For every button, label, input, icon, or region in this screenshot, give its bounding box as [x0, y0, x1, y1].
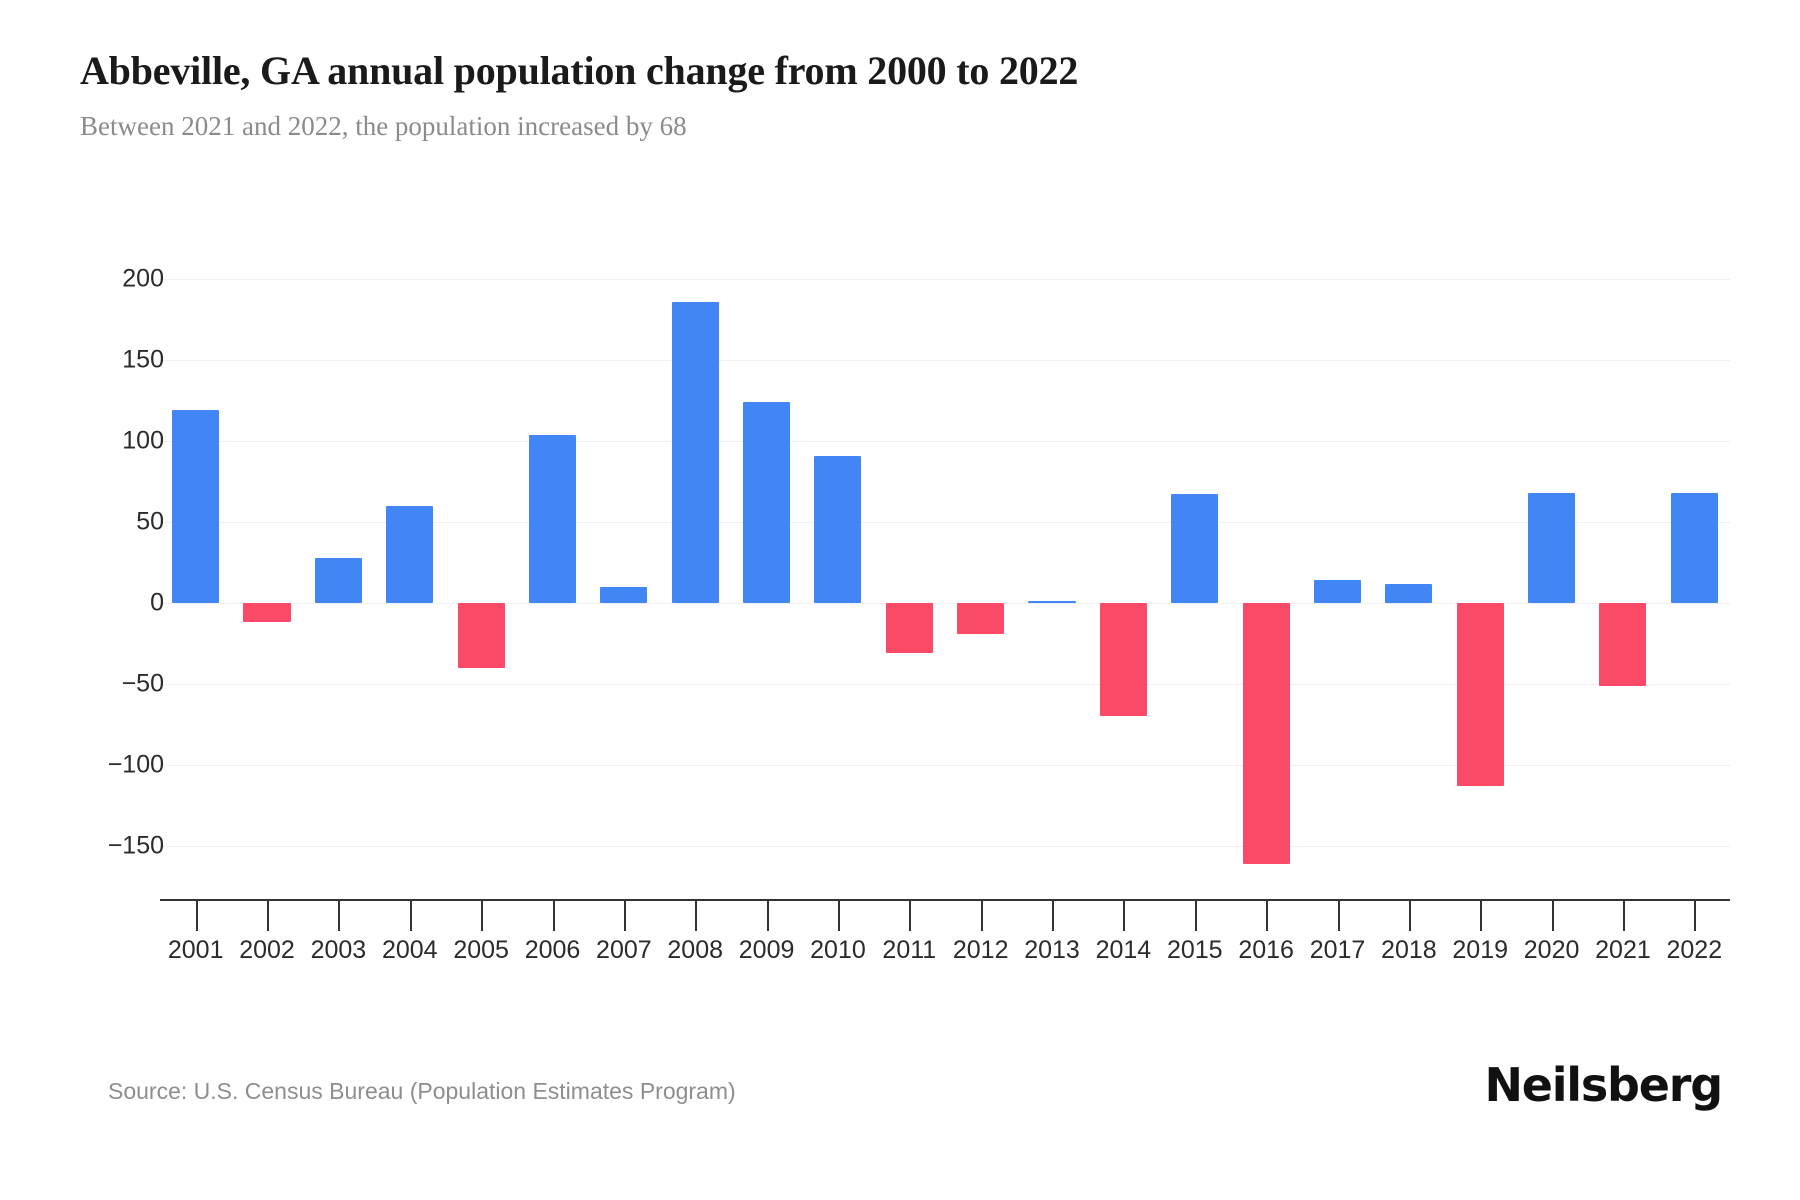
x-axis-tick	[1194, 901, 1197, 931]
x-axis-tick-label: 2006	[524, 936, 581, 964]
x-axis-tick	[267, 901, 270, 931]
x-axis-tick-label: 2019	[1452, 936, 1509, 964]
x-axis-tick-label: 2013	[1024, 936, 1080, 964]
x-axis-tick-label: 2014	[1095, 936, 1152, 964]
bar-2018[interactable]	[1385, 583, 1433, 603]
x-axis-tick-label: 2009	[738, 936, 795, 964]
x-axis-tick	[552, 901, 555, 931]
x-axis-tick	[1123, 901, 1126, 931]
y-axis-tick-label: 100	[122, 426, 164, 455]
bar-2011[interactable]	[885, 603, 933, 654]
bar-2008[interactable]	[671, 301, 719, 603]
x-axis-tick	[1694, 901, 1697, 931]
gridline	[160, 846, 1730, 847]
bar-2003[interactable]	[314, 557, 362, 603]
gridline	[160, 360, 1730, 361]
gridline	[160, 765, 1730, 766]
x-axis-tick-label: 2011	[882, 936, 937, 964]
x-axis-tick-label: 2008	[667, 936, 724, 964]
x-axis-tick	[1551, 901, 1554, 931]
gridline	[160, 441, 1730, 442]
x-axis-tick	[1337, 901, 1340, 931]
bar-2015[interactable]	[1171, 494, 1219, 603]
x-axis-tick	[1052, 901, 1055, 931]
x-axis-tick-label: 2012	[952, 936, 1009, 964]
x-axis-tick-label: 2004	[381, 936, 438, 964]
bar-2017[interactable]	[1313, 580, 1362, 603]
page-title: Abbeville, GA annual population change f…	[80, 48, 1079, 93]
bar-2004[interactable]	[386, 505, 434, 603]
chart-header: Abbeville, GA annual population change f…	[80, 48, 1720, 142]
x-axis-tick-label: 2015	[1166, 936, 1223, 964]
x-axis-tick	[1408, 901, 1411, 931]
x-axis-tick	[1480, 901, 1483, 931]
x-axis-tick	[195, 901, 198, 931]
y-axis-tick-label: −50	[121, 669, 164, 698]
x-axis-tick	[837, 901, 840, 931]
x-axis-tick-label: 2021	[1595, 936, 1651, 964]
x-axis-tick	[766, 901, 769, 931]
bar-2001[interactable]	[172, 410, 220, 603]
bar-2013[interactable]	[1028, 601, 1076, 603]
brand-logo: Neilsberg	[1484, 1058, 1723, 1112]
bar-2021[interactable]	[1599, 603, 1647, 686]
x-axis-tick	[909, 901, 912, 931]
bar-2012[interactable]	[957, 603, 1005, 634]
x-axis-line	[160, 899, 1730, 901]
gridline	[160, 603, 1730, 604]
x-axis-tick-label: 2016	[1238, 936, 1294, 964]
bar-2010[interactable]	[814, 455, 862, 603]
source-note: Source: U.S. Census Bureau (Population E…	[108, 1078, 736, 1104]
bar-2022[interactable]	[1670, 492, 1718, 603]
bar-2016[interactable]	[1242, 603, 1290, 864]
x-axis-tick-label: 2001	[167, 936, 224, 964]
y-axis-tick-label: −150	[107, 831, 164, 860]
bar-2009[interactable]	[743, 402, 791, 603]
x-axis-tick-label: 2002	[239, 936, 295, 964]
x-axis-tick	[1622, 901, 1625, 931]
y-axis-tick-label: 200	[122, 264, 164, 293]
bar-2006[interactable]	[528, 434, 577, 603]
x-axis-tick-label: 2003	[310, 936, 367, 964]
gridline	[160, 522, 1730, 523]
x-axis-tick-label: 2007	[596, 936, 652, 964]
bar-2014[interactable]	[1099, 603, 1147, 717]
y-axis-tick-label: 50	[136, 507, 164, 536]
x-axis-tick-label: 2010	[810, 936, 866, 964]
x-axis-tick-label: 2022	[1666, 936, 1723, 964]
gridline	[160, 279, 1730, 280]
x-axis-tick	[623, 901, 626, 931]
x-axis-tick	[481, 901, 484, 931]
x-axis-tick-label: 2020	[1523, 936, 1580, 964]
y-axis-tick-label: 0	[150, 588, 164, 617]
y-axis-tick-label: −100	[107, 750, 164, 779]
x-axis-tick	[338, 901, 341, 931]
x-axis-tick	[695, 901, 698, 931]
x-axis-tick-label: 2017	[1309, 936, 1366, 964]
bar-2019[interactable]	[1456, 603, 1504, 787]
bar-2002[interactable]	[243, 603, 291, 623]
x-axis-tick	[1266, 901, 1269, 931]
y-axis-tick-label: 150	[122, 345, 164, 374]
x-axis-tick-label: 2018	[1381, 936, 1437, 964]
x-axis-tick	[980, 901, 983, 931]
x-axis-tick-label: 2005	[453, 936, 509, 964]
bar-2020[interactable]	[1528, 492, 1576, 603]
x-axis-tick	[409, 901, 412, 931]
bar-2007[interactable]	[600, 586, 648, 603]
chart-subtitle: Between 2021 and 2022, the population in…	[80, 111, 687, 141]
gridline	[160, 684, 1730, 685]
bar-2005[interactable]	[457, 603, 505, 668]
